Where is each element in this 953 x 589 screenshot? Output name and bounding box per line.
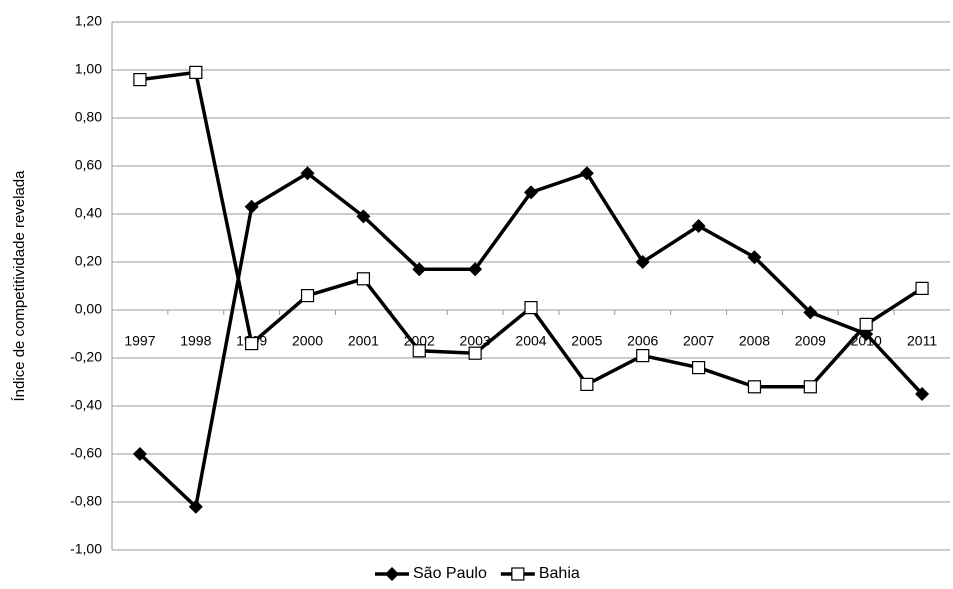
marker bbox=[803, 380, 817, 394]
marker bbox=[803, 305, 818, 320]
marker bbox=[511, 567, 525, 581]
marker bbox=[691, 219, 706, 233]
marker bbox=[691, 361, 706, 375]
y-tick-label: 0,80 bbox=[75, 109, 102, 125]
marker bbox=[412, 262, 427, 277]
x-tick-label: 2001 bbox=[348, 333, 379, 349]
y-tick-label: 0,00 bbox=[75, 301, 102, 317]
marker bbox=[244, 199, 259, 214]
marker bbox=[356, 272, 370, 286]
marker bbox=[524, 185, 538, 200]
x-tick-label: 2009 bbox=[795, 333, 826, 349]
marker bbox=[636, 349, 650, 363]
marker bbox=[635, 255, 650, 269]
x-tick-label: 2002 bbox=[404, 333, 435, 349]
marker bbox=[580, 377, 594, 391]
x-tick-label: 1998 bbox=[180, 333, 211, 349]
y-axis-label: Índice de competitividade revelada bbox=[11, 170, 28, 402]
marker bbox=[300, 166, 315, 181]
marker bbox=[133, 72, 147, 87]
y-tick-label: -0,60 bbox=[70, 445, 102, 461]
marker bbox=[245, 337, 259, 351]
x-tick-label: 1997 bbox=[124, 333, 155, 349]
y-tick-label: 1,00 bbox=[75, 61, 102, 77]
y-tick-label: 0,40 bbox=[75, 205, 102, 221]
marker bbox=[468, 262, 483, 277]
y-tick-label: -0,40 bbox=[70, 397, 102, 413]
marker bbox=[188, 499, 203, 514]
x-tick-label: 2004 bbox=[515, 333, 546, 349]
x-tick-label: 2000 bbox=[292, 333, 323, 349]
y-tick-label: 0,20 bbox=[75, 253, 102, 269]
marker bbox=[132, 447, 147, 461]
x-tick-label: 2005 bbox=[571, 333, 602, 349]
x-tick-label: 2011 bbox=[907, 333, 937, 349]
legend-label: São Paulo bbox=[413, 565, 487, 582]
marker bbox=[385, 567, 399, 581]
marker bbox=[747, 380, 762, 394]
y-tick-label: 1,20 bbox=[75, 13, 102, 29]
marker bbox=[356, 209, 371, 224]
y-tick-label: 0,60 bbox=[75, 157, 102, 173]
marker bbox=[859, 317, 873, 331]
marker bbox=[747, 250, 762, 265]
marker bbox=[300, 289, 315, 303]
y-tick-label: -0,80 bbox=[70, 493, 102, 509]
marker bbox=[524, 301, 538, 315]
marker bbox=[915, 281, 929, 295]
x-tick-label: 2007 bbox=[683, 333, 714, 349]
x-tick-label: 2006 bbox=[627, 333, 658, 349]
x-tick-label: 2008 bbox=[739, 333, 770, 349]
y-tick-label: -1,00 bbox=[70, 541, 102, 557]
y-tick-label: -0,20 bbox=[70, 349, 102, 365]
marker bbox=[468, 346, 482, 360]
legend-label: Bahia bbox=[539, 565, 580, 582]
marker bbox=[189, 65, 203, 80]
marker bbox=[412, 344, 426, 358]
marker bbox=[579, 166, 594, 181]
marker bbox=[915, 387, 930, 401]
